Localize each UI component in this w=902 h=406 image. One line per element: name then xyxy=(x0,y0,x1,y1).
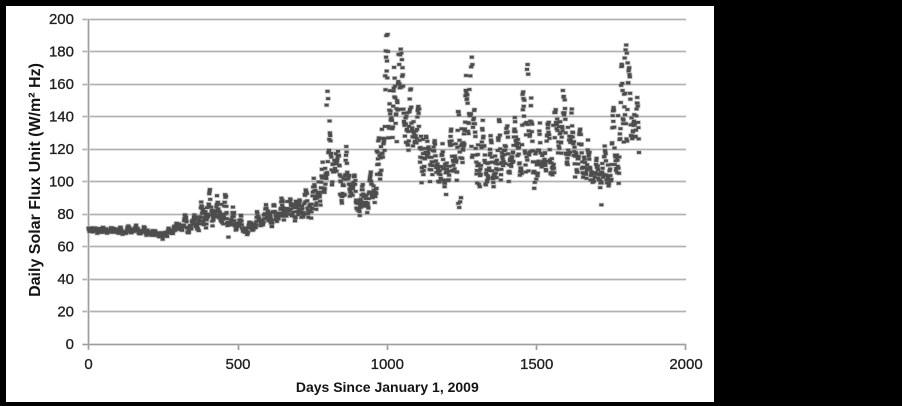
svg-text:200: 200 xyxy=(49,11,74,28)
svg-text:120: 120 xyxy=(49,141,74,158)
svg-text:140: 140 xyxy=(49,109,74,126)
svg-text:Days Since January 1, 2009: Days Since January 1, 2009 xyxy=(296,379,479,395)
svg-text:20: 20 xyxy=(57,304,74,321)
svg-text:40: 40 xyxy=(57,271,74,288)
svg-text:100: 100 xyxy=(49,174,74,191)
svg-text:180: 180 xyxy=(49,44,74,61)
svg-text:Daily Solar Flux Unit (W/m² Hz: Daily Solar Flux Unit (W/m² Hz) xyxy=(27,63,44,297)
svg-text:0: 0 xyxy=(84,356,92,373)
svg-text:0: 0 xyxy=(66,336,74,353)
svg-text:1000: 1000 xyxy=(371,356,404,373)
svg-text:160: 160 xyxy=(49,76,74,93)
svg-text:80: 80 xyxy=(57,206,74,223)
svg-text:2000: 2000 xyxy=(669,356,702,373)
svg-text:60: 60 xyxy=(57,239,74,256)
svg-text:500: 500 xyxy=(225,356,250,373)
svg-text:1500: 1500 xyxy=(520,356,553,373)
